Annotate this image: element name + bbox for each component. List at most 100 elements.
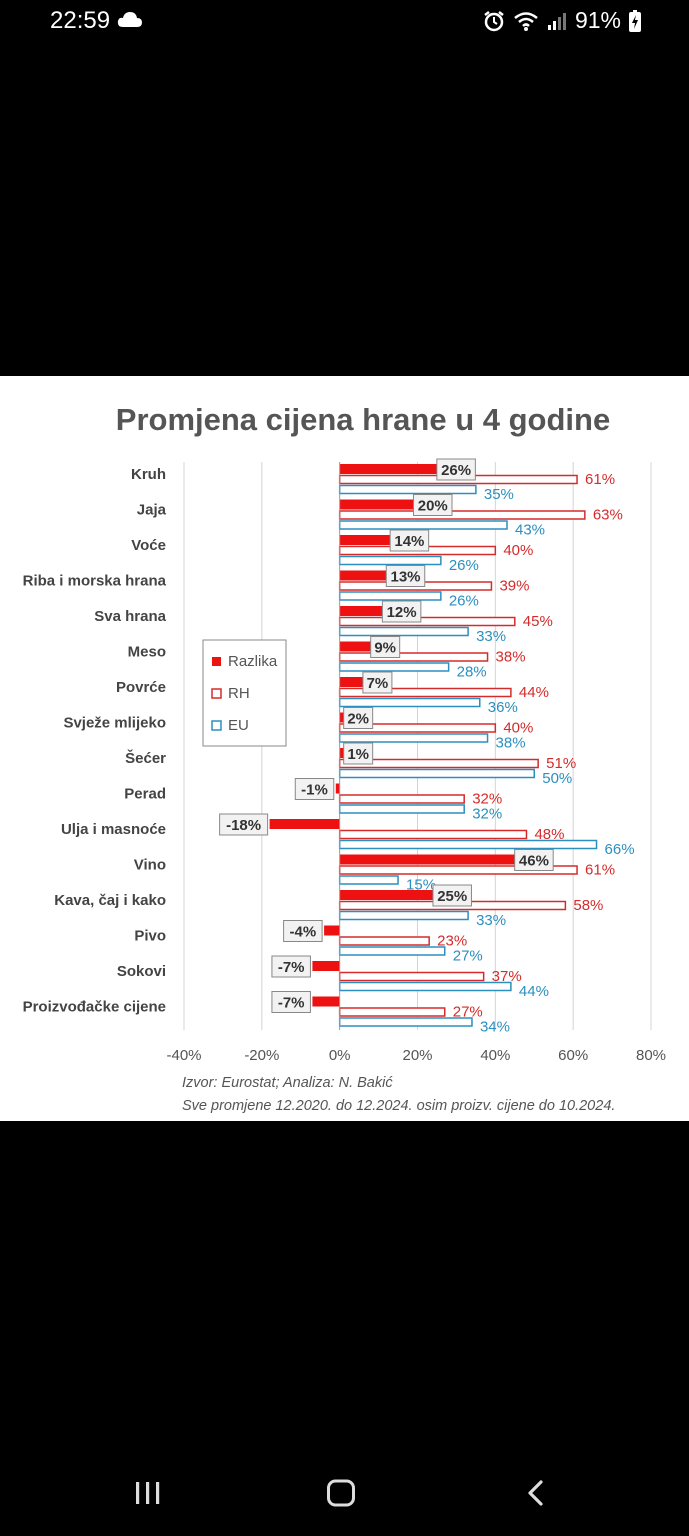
x-tick-label: 40% <box>480 1047 510 1064</box>
bar-eu <box>338 946 446 956</box>
wifi-icon <box>514 11 538 31</box>
bar-rh <box>338 936 430 946</box>
razlika-data-label: 14% <box>394 533 424 550</box>
legend-label: EU <box>228 717 249 734</box>
eu-data-label: 43% <box>515 522 545 539</box>
bar-razlika <box>312 996 340 1007</box>
eu-data-label: 35% <box>484 486 514 503</box>
bar-eu <box>338 626 469 637</box>
bar-razlika <box>312 961 340 971</box>
chart-note: Izvor: Eurostat; Analiza: N. Bakić <box>182 1075 393 1091</box>
category-label: Proizvođačke cijene <box>23 999 166 1016</box>
bar-razlika <box>339 890 437 900</box>
rh-data-label: 23% <box>437 933 467 950</box>
category-label: Pivo <box>134 928 166 945</box>
eu-data-label: 66% <box>605 841 635 858</box>
bar-rh <box>338 652 489 662</box>
bar-eu <box>338 875 399 885</box>
razlika-data-label: -4% <box>290 924 317 941</box>
bar-razlika <box>339 748 344 758</box>
bar-eu <box>338 981 512 992</box>
razlika-data-label: 20% <box>418 498 448 515</box>
bar-razlika <box>339 606 387 616</box>
bar-razlika <box>324 925 340 936</box>
bar-rh <box>338 616 516 627</box>
eu-data-label: 27% <box>453 948 483 965</box>
bar-razlika <box>335 783 340 794</box>
razlika-label-box <box>370 636 401 658</box>
eu-data-label: 33% <box>476 912 506 929</box>
razlika-label-box <box>381 600 422 623</box>
bar-razlika <box>339 854 519 865</box>
x-tick-label: 20% <box>402 1047 432 1064</box>
cloud-icon <box>117 12 142 27</box>
rh-data-label: 51% <box>546 755 576 772</box>
eu-data-label: 32% <box>472 806 502 823</box>
razlika-data-label: 1% <box>347 746 369 763</box>
legend-label: RH <box>228 685 250 702</box>
eu-data-label: 28% <box>457 664 487 681</box>
rh-data-label: 61% <box>585 862 615 879</box>
category-label: Kava, čaj i kako <box>54 892 166 909</box>
rh-data-label: 38% <box>496 649 526 666</box>
bar-rh <box>338 829 528 840</box>
chart: Promjena cijena hrane u 4 godine -40% -20%… <box>23 402 666 1114</box>
rh-data-label: 40% <box>503 542 533 559</box>
razlika-data-label: 26% <box>441 462 471 479</box>
home-icon[interactable] <box>326 1478 356 1508</box>
bar-rh <box>338 971 485 982</box>
bar-rh <box>338 1007 446 1017</box>
bar-razlika <box>339 570 391 581</box>
category-label: Šećer <box>125 749 166 767</box>
razlika-data-label: -7% <box>278 959 305 976</box>
rh-data-label: 32% <box>472 791 502 808</box>
razlika-label-box <box>389 529 430 552</box>
bar-razlika <box>339 464 441 474</box>
bar-razlika <box>269 819 340 829</box>
eu-data-label: 50% <box>542 770 572 787</box>
x-tick-label: 80% <box>636 1047 666 1064</box>
eu-data-label: 26% <box>449 557 479 574</box>
rh-data-label: 45% <box>523 613 553 630</box>
razlika-label-box <box>385 565 426 587</box>
razlika-label-box <box>362 671 393 694</box>
eu-data-label: 44% <box>519 983 549 1000</box>
razlika-data-label: 13% <box>390 569 420 586</box>
rh-data-label: 48% <box>534 826 564 843</box>
legend-swatch <box>211 720 222 731</box>
razlika-label-box <box>413 494 453 516</box>
bar-eu <box>338 697 481 708</box>
back-icon[interactable] <box>524 1478 548 1508</box>
recents-icon[interactable] <box>133 1478 163 1508</box>
bar-eu <box>338 520 508 530</box>
razlika-label-box <box>436 458 476 481</box>
rh-data-label: 39% <box>499 578 529 595</box>
bar-rh <box>338 510 586 520</box>
alarm-icon <box>484 10 504 31</box>
category-label: Sva hrana <box>94 608 166 625</box>
bar-eu <box>338 768 535 779</box>
chart-title: Promjena cijena hrane u 4 godine <box>116 402 610 437</box>
x-tick-label: 60% <box>558 1047 588 1064</box>
rh-data-label: 58% <box>573 897 603 914</box>
category-label: Sokovi <box>117 963 166 980</box>
x-tick-label: -40% <box>166 1047 201 1064</box>
razlika-data-label: 7% <box>367 675 389 692</box>
bar-eu <box>338 804 465 814</box>
razlika-label-box <box>219 813 269 836</box>
razlika-data-label: 9% <box>374 640 396 657</box>
razlika-label-box <box>432 884 472 907</box>
razlika-data-label: -7% <box>278 995 305 1012</box>
bar-eu <box>338 591 442 601</box>
razlika-data-label: -1% <box>301 782 328 799</box>
rh-data-label: 37% <box>492 968 522 985</box>
rh-data-label: 63% <box>593 507 623 524</box>
razlika-label-box <box>514 849 554 871</box>
rh-data-label: 27% <box>453 1004 483 1021</box>
eu-data-label: 38% <box>496 735 526 752</box>
category-label: Jaja <box>137 502 167 519</box>
rh-data-label: 40% <box>503 720 533 737</box>
battery-percent: 91% <box>574 7 621 33</box>
signal-icon <box>547 12 566 30</box>
razlika-data-label: -18% <box>226 817 261 834</box>
